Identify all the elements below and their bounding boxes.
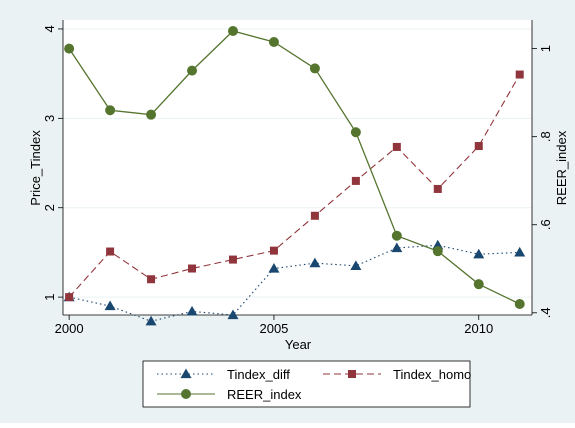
- data-point: [145, 315, 157, 326]
- legend-swatch-marker: [181, 389, 191, 399]
- data-point: [65, 293, 74, 302]
- series-Tindex_homo: [65, 70, 524, 302]
- data-point: [188, 264, 197, 273]
- data-point: [269, 246, 278, 255]
- y2-tick-label: .6: [538, 219, 553, 230]
- data-point: [228, 255, 237, 264]
- series-REER_index: [64, 26, 525, 309]
- data-point: [432, 246, 443, 257]
- legend: Tindex_diff Tindex_homo REER_index: [157, 367, 471, 402]
- data-point: [186, 305, 198, 316]
- legend-label: Tindex_diff: [227, 367, 290, 382]
- data-point: [187, 65, 198, 76]
- y-tick-label: 4: [42, 25, 57, 32]
- data-point: [104, 300, 116, 311]
- data-point: [105, 105, 116, 116]
- data-point: [392, 142, 401, 151]
- series-line: [68, 74, 521, 298]
- y2-tick-label: .4: [538, 307, 553, 318]
- legend-box: [142, 360, 471, 408]
- legend-item: Tindex_diff: [157, 367, 290, 382]
- data-point: [106, 247, 115, 256]
- y-tick-label: 1: [42, 294, 57, 301]
- x-tick-label: 2010: [464, 321, 493, 336]
- series-line: [68, 30, 520, 305]
- legend-label: REER_index: [227, 387, 302, 402]
- y-tick-label: 2: [42, 204, 57, 211]
- data-point: [64, 43, 75, 54]
- x-tick-label: 2000: [55, 321, 84, 336]
- y2-tick-label: 1: [538, 45, 553, 52]
- plot-region: [63, 20, 532, 315]
- data-point: [473, 248, 485, 259]
- y2-axis-title: REER_index: [554, 130, 569, 205]
- legend-label: Tindex_homo: [393, 367, 471, 382]
- data-point: [146, 109, 157, 120]
- axis-layer: 2000 2005 2010 1 2 3 4 .4 .6 .8 1: [42, 20, 553, 336]
- data-point: [391, 230, 402, 241]
- series-line: [69, 244, 520, 322]
- data-point: [227, 26, 238, 37]
- grid-layer: [63, 28, 532, 298]
- data-point: [351, 176, 360, 185]
- legend-swatch-marker: [180, 368, 192, 379]
- data-point: [350, 127, 361, 138]
- legend-item: REER_index: [157, 387, 302, 402]
- data-point: [350, 260, 362, 270]
- data-point: [268, 37, 279, 48]
- data-point: [515, 70, 524, 79]
- data-point: [433, 184, 442, 193]
- legend-item: Tindex_homo: [323, 367, 471, 382]
- data-point: [473, 279, 484, 290]
- data-point: [309, 63, 320, 74]
- series-layer: [63, 26, 526, 326]
- data-point: [514, 246, 526, 257]
- data-point: [268, 263, 280, 273]
- y2-tick-label: .8: [538, 131, 553, 142]
- data-point: [227, 309, 239, 320]
- legend-swatch-marker: [348, 370, 356, 378]
- data-point: [310, 211, 319, 220]
- data-point: [309, 257, 321, 268]
- data-point: [514, 298, 525, 309]
- data-point: [147, 275, 156, 284]
- y-axis-title: Price_Tindex: [28, 130, 43, 206]
- data-point: [474, 142, 483, 151]
- data-point: [391, 242, 403, 253]
- x-tick-label: 2005: [259, 321, 288, 336]
- x-axis-title: Year: [285, 337, 312, 352]
- y-tick-label: 3: [42, 115, 57, 122]
